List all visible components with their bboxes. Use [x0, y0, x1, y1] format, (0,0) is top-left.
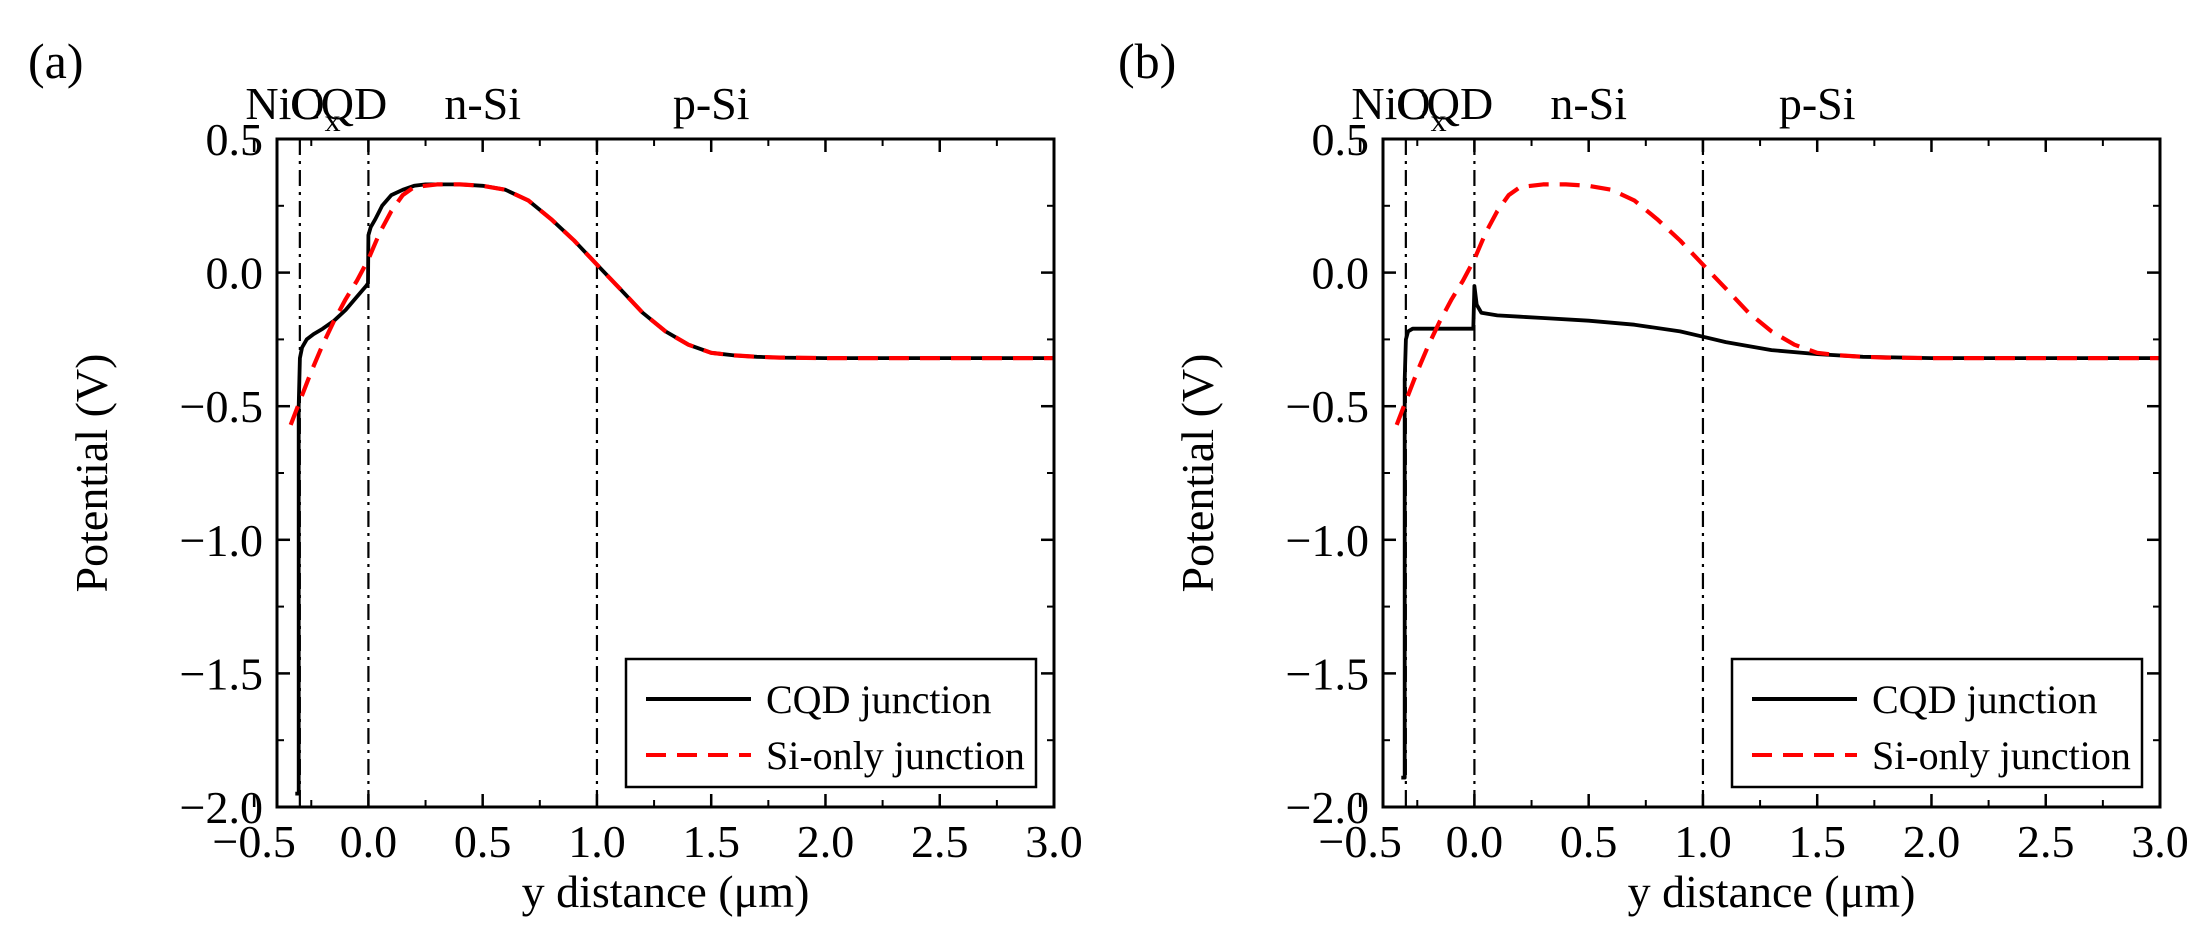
y-axis-title: Potential (V) — [1172, 354, 1223, 593]
region-label: p-Si — [1779, 78, 1856, 129]
x-tick-label: 3.0 — [2131, 816, 2189, 867]
y-tick-label: 0.0 — [1312, 248, 1370, 299]
series-line-si-only-junction — [1394, 182, 2160, 426]
x-tick-label: 3.0 — [1025, 816, 1083, 867]
y-tick-label: 0.5 — [1312, 114, 1370, 165]
x-tick-label: 0.0 — [1446, 816, 1504, 867]
x-tick-label: −0.5 — [212, 816, 295, 867]
y-axis-title: Potential (V) — [66, 354, 117, 593]
x-tick-label: 1.5 — [1788, 816, 1846, 867]
legend-box — [1730, 657, 2144, 789]
series-line-cqd-junction — [295, 182, 1054, 796]
x-tick-label: 1.0 — [1674, 816, 1732, 867]
panel-label: (b) — [1118, 33, 1176, 89]
legend-label: CQD junction — [766, 677, 992, 722]
y-tick-label: −1.5 — [1286, 648, 1369, 699]
legend-label: CQD junction — [1872, 677, 2098, 722]
legend-label: Si-only junction — [766, 733, 1025, 778]
y-tick-label: −1.5 — [180, 648, 263, 699]
x-axis-title: y distance (μm) — [1628, 866, 1916, 917]
region-label: CQD — [1396, 78, 1493, 129]
x-tick-label: 0.0 — [340, 816, 398, 867]
x-tick-label: 1.5 — [682, 816, 740, 867]
x-tick-label: 2.0 — [1903, 816, 1961, 867]
y-tick-label: 0.0 — [206, 248, 264, 299]
region-label-subscript: x — [1431, 102, 1447, 138]
y-tick-label: −1.0 — [1286, 515, 1369, 566]
region-label-subscript: x — [325, 102, 341, 138]
legend-label: Si-only junction — [1872, 733, 2131, 778]
y-tick-label: −1.0 — [180, 515, 263, 566]
x-tick-label: 1.0 — [568, 816, 626, 867]
x-tick-label: 2.5 — [911, 816, 969, 867]
y-tick-label: 0.5 — [206, 114, 264, 165]
y-tick-label: −2.0 — [1286, 782, 1369, 833]
region-label: p-Si — [673, 78, 750, 129]
legend-box — [624, 657, 1038, 789]
chart-panel-b: (b) −0.5 0.0 0.5 1.0 1.5 2.0 2.5 3.0 0.5 0.0 −0.5 −1… — [1118, 33, 2189, 917]
panel-label: (a) — [28, 33, 84, 89]
region-label: NiOx — [1351, 78, 1446, 138]
chart-panel-a: (a) −0.5 0.0 0.5 1.0 1.5 2.0 2.5 3.0 0.5 0.0 −0.5 −1… — [28, 33, 1083, 917]
series-line-si-only-junction — [288, 182, 1054, 426]
x-tick-label: 0.5 — [1560, 816, 1618, 867]
x-tick-label: 0.5 — [454, 816, 512, 867]
series-line-cqd-junction — [1401, 284, 2160, 780]
region-label: n-Si — [1550, 78, 1627, 129]
y-tick-label: −2.0 — [180, 782, 263, 833]
x-tick-label: 2.0 — [797, 816, 855, 867]
x-tick-label: −0.5 — [1318, 816, 1401, 867]
y-tick-label: −0.5 — [1286, 381, 1369, 432]
region-label: CQD — [290, 78, 387, 129]
y-tick-label: −0.5 — [180, 381, 263, 432]
region-label: n-Si — [444, 78, 521, 129]
x-tick-label: 2.5 — [2017, 816, 2075, 867]
x-axis-title: y distance (μm) — [522, 866, 810, 917]
